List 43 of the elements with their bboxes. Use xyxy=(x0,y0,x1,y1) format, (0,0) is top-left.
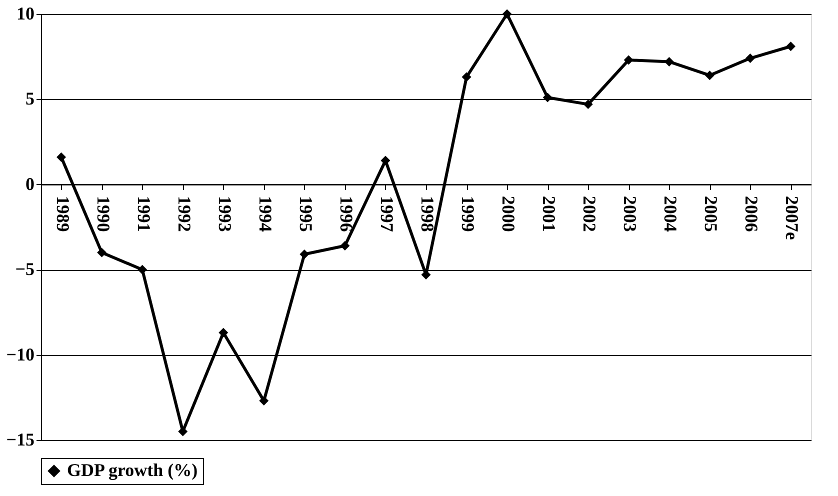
x-tick-label: 1997 xyxy=(376,196,397,232)
point xyxy=(340,241,350,250)
y-tick-label: −15 xyxy=(6,430,34,450)
point xyxy=(97,248,107,258)
point xyxy=(624,55,634,65)
x-tick-label: 1989 xyxy=(52,196,73,232)
y-tick-label: −10 xyxy=(6,344,34,364)
x-tick-label: 2007e xyxy=(782,196,802,240)
point xyxy=(138,264,148,274)
point xyxy=(583,100,593,110)
point xyxy=(218,328,228,338)
x-tick-label: 2000 xyxy=(498,196,519,232)
x-tick-label: 1990 xyxy=(93,196,114,232)
y-tick-label: −5 xyxy=(15,259,34,280)
point xyxy=(542,92,552,102)
y-tick-label: 10 xyxy=(16,4,34,24)
x-tick-label: 2002 xyxy=(580,196,600,232)
point xyxy=(745,54,755,64)
point xyxy=(300,250,310,260)
point xyxy=(259,396,269,406)
point xyxy=(664,56,674,66)
point xyxy=(786,42,796,52)
y-tick-label: 0 xyxy=(26,174,34,194)
y-tick-label: 5 xyxy=(26,88,34,109)
x-tick-label: 1991 xyxy=(134,196,154,232)
x-tick-label: 2001 xyxy=(539,196,560,232)
x-tick-label: 2006 xyxy=(742,196,762,232)
x-tick-label: 1998 xyxy=(418,196,438,232)
point xyxy=(704,70,714,80)
x-tick-label: 2005 xyxy=(701,196,722,232)
x-tick-label: 1993 xyxy=(214,196,235,232)
x-tick-label: 2004 xyxy=(660,196,681,232)
legend-label: GDP growth (%) xyxy=(67,460,198,480)
x-tick-label: 1994 xyxy=(255,196,276,232)
x-tick-label: 1995 xyxy=(296,196,316,232)
point xyxy=(56,152,66,162)
point xyxy=(462,72,472,82)
x-tick-label: 1999 xyxy=(458,196,478,232)
x-tick-label: 1996 xyxy=(336,196,356,232)
point xyxy=(380,156,390,166)
point xyxy=(502,9,512,19)
x-tick-label: 2003 xyxy=(620,196,640,232)
x-tick-label: 1992 xyxy=(174,196,194,232)
